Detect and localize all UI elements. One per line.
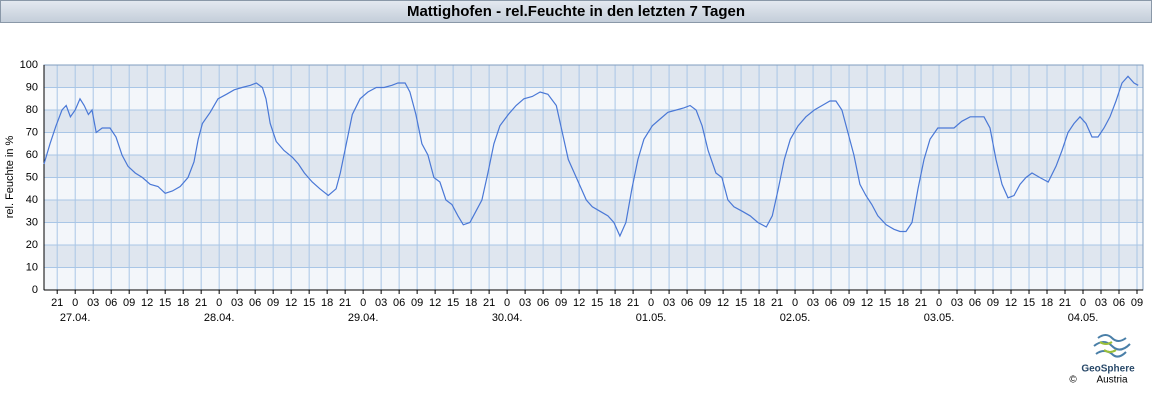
- x-tick-label: 03: [87, 297, 99, 309]
- x-tick-label: 09: [267, 297, 279, 309]
- x-tick-label: 21: [915, 297, 927, 309]
- x-tick-label: 09: [987, 297, 999, 309]
- x-tick-label: 18: [321, 297, 333, 309]
- x-tick-label: 15: [1023, 297, 1035, 309]
- band: [44, 245, 1143, 268]
- x-tick-label: 0: [936, 297, 942, 309]
- band: [44, 132, 1143, 155]
- x-tick-label: 03: [1095, 297, 1107, 309]
- y-tick-label: 90: [26, 81, 38, 93]
- x-tick-label: 0: [648, 297, 654, 309]
- day-label: 02.05.: [780, 312, 811, 324]
- y-tick-label: 100: [20, 59, 38, 71]
- x-tick-label: 21: [339, 297, 351, 309]
- x-tick-label: 0: [72, 297, 78, 309]
- x-tick-label: 15: [447, 297, 459, 309]
- x-tick-label: 06: [1113, 297, 1125, 309]
- band: [44, 110, 1143, 133]
- y-tick-label: 70: [26, 126, 38, 138]
- y-tick-label: 10: [26, 261, 38, 273]
- logo-name: GeoSphere: [1081, 364, 1135, 375]
- x-tick-label: 12: [141, 297, 153, 309]
- x-tick-label: 15: [735, 297, 747, 309]
- y-tick-label: 50: [26, 171, 38, 183]
- x-tick-label: 03: [231, 297, 243, 309]
- y-axis-label: rel. Feuchte in %: [4, 136, 16, 219]
- x-tick-label: 03: [519, 297, 531, 309]
- x-tick-label: 18: [609, 297, 621, 309]
- x-tick-label: 21: [771, 297, 783, 309]
- band: [44, 222, 1143, 245]
- day-label: 01.05.: [636, 312, 667, 324]
- logo-sub: Austria: [1096, 375, 1128, 386]
- x-tick-label: 0: [360, 297, 366, 309]
- x-tick-label: 12: [573, 297, 585, 309]
- x-tick-label: 18: [753, 297, 765, 309]
- band: [44, 155, 1143, 178]
- y-tick-label: 20: [26, 239, 38, 251]
- x-tick-label: 21: [195, 297, 207, 309]
- x-tick-label: 21: [483, 297, 495, 309]
- x-tick-label: 03: [375, 297, 387, 309]
- x-tick-label: 21: [51, 297, 63, 309]
- x-tick-label: 06: [393, 297, 405, 309]
- logo-copyright: ©: [1069, 375, 1077, 386]
- day-label: 30.04.: [492, 312, 523, 324]
- x-tick-label: 21: [1059, 297, 1071, 309]
- x-tick-label: 0: [1080, 297, 1086, 309]
- x-tick-label: 18: [897, 297, 909, 309]
- day-label: 27.04.: [60, 312, 91, 324]
- y-tick-label: 40: [26, 194, 38, 206]
- x-tick-label: 03: [663, 297, 675, 309]
- day-label: 04.05.: [1068, 312, 1099, 324]
- day-label: 28.04.: [204, 312, 235, 324]
- x-tick-label: 12: [285, 297, 297, 309]
- x-tick-label: 09: [699, 297, 711, 309]
- x-tick-label: 12: [861, 297, 873, 309]
- x-tick-label: 15: [879, 297, 891, 309]
- x-tick-label: 0: [792, 297, 798, 309]
- x-tick-label: 03: [807, 297, 819, 309]
- chart-title: Mattighofen - rel.Feuchte in den letzten…: [407, 3, 745, 20]
- x-tick-label: 15: [591, 297, 603, 309]
- band: [44, 177, 1143, 200]
- x-tick-label: 21: [627, 297, 639, 309]
- x-tick-label: 09: [411, 297, 423, 309]
- x-tick-label: 18: [177, 297, 189, 309]
- x-tick-label: 18: [1041, 297, 1053, 309]
- x-tick-label: 0: [504, 297, 510, 309]
- y-tick-label: 0: [32, 284, 38, 296]
- x-tick-label: 09: [123, 297, 135, 309]
- x-tick-label: 06: [681, 297, 693, 309]
- x-tick-label: 06: [249, 297, 261, 309]
- x-tick-label: 12: [429, 297, 441, 309]
- x-tick-label: 15: [303, 297, 315, 309]
- day-label: 29.04.: [348, 312, 379, 324]
- band: [44, 87, 1143, 110]
- y-tick-label: 80: [26, 104, 38, 116]
- band: [44, 65, 1143, 88]
- day-label: 03.05.: [924, 312, 955, 324]
- x-tick-label: 06: [537, 297, 549, 309]
- humidity-line: [43, 75, 1139, 238]
- x-tick-label: 15: [159, 297, 171, 309]
- y-tick-label: 60: [26, 149, 38, 161]
- x-tick-label: 18: [465, 297, 477, 309]
- x-tick-label: 12: [717, 297, 729, 309]
- x-tick-label: 09: [1131, 297, 1143, 309]
- x-tick-label: 0: [216, 297, 222, 309]
- y-tick-label: 30: [26, 216, 38, 228]
- x-tick-label: 12: [1005, 297, 1017, 309]
- x-tick-label: 06: [825, 297, 837, 309]
- band: [44, 200, 1143, 223]
- x-tick-label: 09: [555, 297, 567, 309]
- band: [44, 267, 1143, 290]
- x-tick-label: 03: [951, 297, 963, 309]
- x-tick-label: 09: [843, 297, 855, 309]
- x-tick-label: 06: [969, 297, 981, 309]
- x-tick-label: 06: [105, 297, 117, 309]
- logo: [1093, 334, 1131, 358]
